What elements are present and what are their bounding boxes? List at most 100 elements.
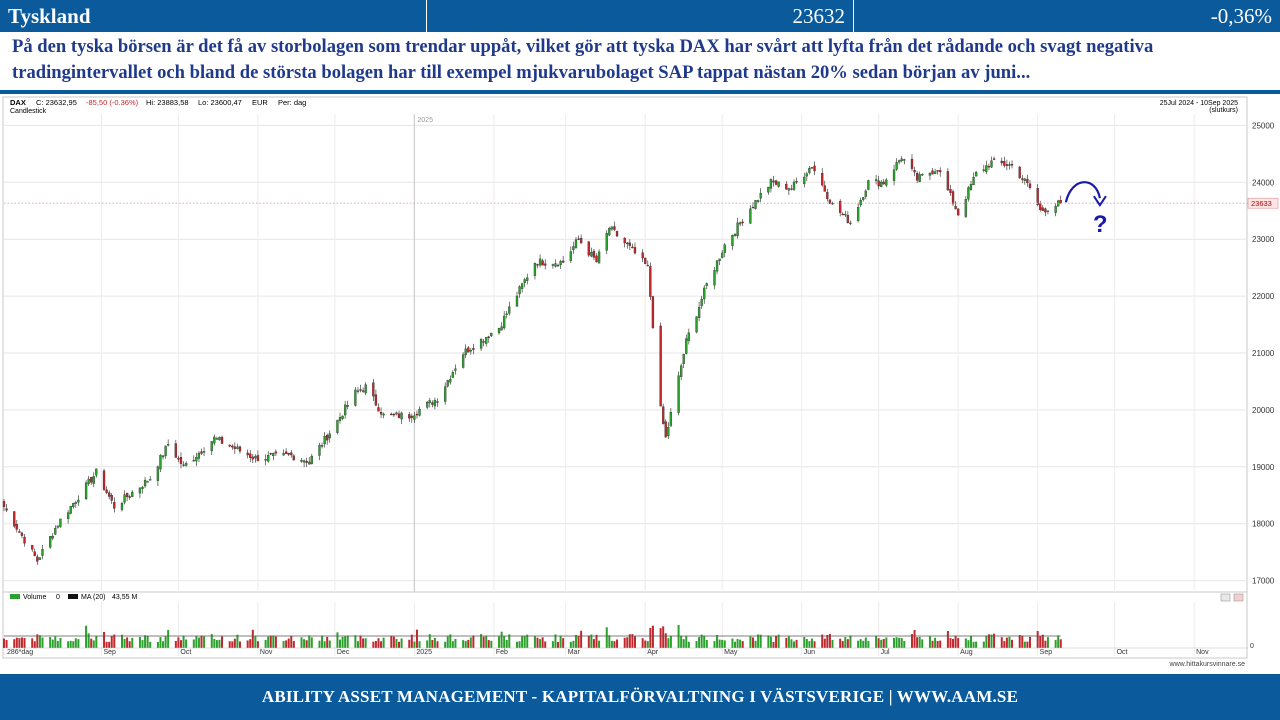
volume-bar [144, 635, 147, 648]
volume-bar [823, 638, 826, 648]
chart-range-note: (slutkurs) [1209, 107, 1238, 114]
volume-bar [795, 639, 798, 648]
candle-body [51, 536, 54, 539]
volume-bar [957, 638, 960, 648]
chart-area: 17000 18000 19000 20000 21000 22000 23000 24000… [0, 94, 1280, 674]
volume-bar [885, 637, 888, 648]
volume-bar [72, 641, 75, 648]
candle-body [264, 459, 267, 461]
volume-bar [192, 639, 195, 648]
volume-bar [931, 640, 934, 648]
candle-body [149, 479, 152, 481]
candle-body [733, 233, 737, 236]
volume-bar [231, 641, 234, 648]
volume-bar [380, 641, 383, 648]
volume-bar [554, 634, 557, 648]
volume-bar [156, 641, 159, 648]
volume-bar [716, 635, 719, 648]
price-panel-frame [2, 96, 1248, 594]
volume-bar [359, 635, 362, 648]
volume-bar [882, 638, 885, 648]
candle-body [336, 419, 339, 433]
candle-body [120, 503, 124, 510]
candle-body [895, 161, 898, 170]
candle-body [251, 456, 254, 460]
y-tick-label: 20000 [1252, 406, 1275, 415]
volume-bar [392, 636, 395, 648]
candle-body [300, 459, 303, 462]
candle-body [572, 246, 575, 251]
volume-bar [1026, 641, 1029, 648]
candle-body [182, 464, 185, 466]
candle-body [741, 221, 744, 224]
candle-body [644, 257, 647, 264]
volume-bar [162, 641, 165, 648]
candle-body [210, 441, 213, 452]
candle-body [467, 347, 470, 353]
candle-body [605, 233, 608, 251]
candle-body [556, 264, 560, 267]
chart-change-label: -85,50 (-0.36%) [86, 98, 139, 107]
volume-bar [969, 635, 972, 648]
volume-bar [49, 637, 52, 648]
candle-body [249, 453, 252, 458]
candle-body [282, 453, 285, 456]
volume-bar [754, 640, 757, 648]
candle-body [213, 436, 216, 444]
volume-bar [236, 634, 239, 648]
volume-bar [651, 625, 654, 648]
candle-body [982, 169, 985, 171]
volume-bar [580, 630, 583, 648]
candle-body [231, 445, 234, 448]
candle-body [703, 287, 706, 300]
candle-body [472, 348, 475, 350]
volume-bar [436, 641, 439, 648]
candle-body [92, 476, 95, 484]
volume-bar [67, 641, 70, 648]
volume-bar [182, 635, 185, 648]
chart-high-label: Hi: 23883,58 [146, 98, 189, 107]
arrowhead-icon [1093, 195, 1107, 208]
y-tick-label: 19000 [1252, 463, 1275, 472]
candle-body [302, 460, 306, 463]
volume-bar [987, 634, 990, 648]
candle-body [446, 380, 449, 387]
candle-body [928, 172, 932, 176]
volume-bar [108, 641, 111, 648]
volume-bar [646, 641, 649, 648]
candle-body [972, 176, 975, 186]
candle-body [577, 238, 580, 240]
volume-bar [916, 637, 919, 648]
volume-bar [1005, 637, 1008, 648]
x-tick-label: Apr [647, 649, 659, 656]
candle-body [769, 178, 773, 189]
volume-bar [934, 637, 937, 648]
volume-bar [69, 640, 72, 648]
candle-body [128, 496, 131, 498]
candle-body [15, 524, 18, 530]
volume-bar [559, 635, 562, 648]
volume-bar [839, 638, 842, 648]
candle-body [54, 528, 57, 535]
candle-body [1041, 207, 1044, 211]
volume-bar [203, 636, 206, 648]
candle-body [856, 207, 860, 221]
candle-body [328, 433, 331, 439]
volume-bar [741, 641, 744, 648]
volume-bar [703, 636, 706, 648]
candle-body [774, 180, 778, 185]
candle-body [831, 202, 834, 205]
volume-bar [1023, 641, 1026, 648]
y-tick-label: 24000 [1252, 178, 1275, 187]
volume-bar [769, 636, 772, 648]
volume-bar [846, 639, 849, 648]
volume-bar [20, 637, 23, 648]
candle-body [461, 354, 465, 368]
volume-bar [734, 641, 737, 648]
candle-body [415, 413, 419, 416]
candle-body [682, 354, 685, 365]
candle-body [520, 283, 524, 289]
candle-body [823, 185, 826, 192]
volume-legend-label: Volume [23, 594, 46, 601]
volume-bar [328, 640, 331, 648]
